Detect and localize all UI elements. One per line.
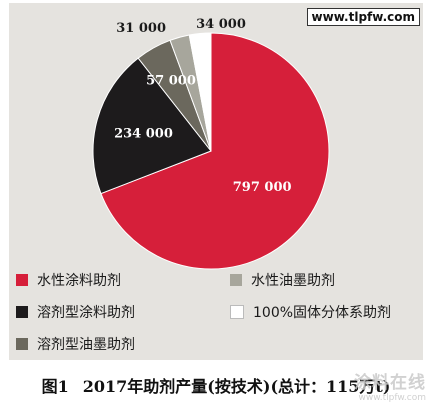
pie-data-label: 34 000 <box>196 17 246 32</box>
pie-data-label: 57 000 <box>146 73 196 88</box>
legend-item-water-ink: 水性油墨助剂 <box>230 270 335 290</box>
figure-caption: 图1 2017年助剂产量(按技术)(总计：115万t) <box>0 373 432 397</box>
legend-item-water-coating: 水性涂料助剂 <box>16 270 121 290</box>
legend-swatch <box>230 305 244 319</box>
pie-data-label: 234 000 <box>114 126 173 141</box>
legend-label: 溶剂型油墨助剂 <box>37 337 135 353</box>
pie-slice <box>100 32 330 270</box>
legend-item-solid: 100%固体分体系助剂 <box>230 302 391 322</box>
pie-data-label: 797 000 <box>233 180 292 195</box>
legend-label: 水性涂料助剂 <box>37 273 121 289</box>
caption-text: 2017年助剂产量(按技术)(总计：115万t) <box>82 377 391 396</box>
legend-label: 水性油墨助剂 <box>251 273 335 289</box>
watermark-title: 涂料在线 <box>354 373 426 393</box>
legend-label: 溶剂型涂料助剂 <box>37 305 135 321</box>
watermark-url: www.tlpfw.com <box>358 393 427 403</box>
legend-item-solvent-ink: 溶剂型油墨助剂 <box>16 334 135 354</box>
legend-label: 100%固体分体系助剂 <box>253 305 392 321</box>
pie-slice <box>188 32 212 152</box>
pie-data-label: 31 000 <box>116 21 166 36</box>
legend-item-solvent-coating: 溶剂型涂料助剂 <box>16 302 135 322</box>
legend-swatch <box>16 274 28 286</box>
pie-slice <box>92 57 212 195</box>
watermark-top: www.tlpfw.com <box>306 8 420 26</box>
legend: 水性涂料助剂 水性油墨助剂 溶剂型涂料助剂 100%固体分体系助剂 溶剂型油墨助… <box>12 258 412 353</box>
legend-swatch <box>230 274 242 286</box>
legend-swatch <box>16 306 28 318</box>
watermark-bottom: 涂料在线 www.tlpfw.com <box>354 368 426 403</box>
caption-number: 图1 <box>41 377 69 396</box>
legend-swatch <box>16 338 28 350</box>
